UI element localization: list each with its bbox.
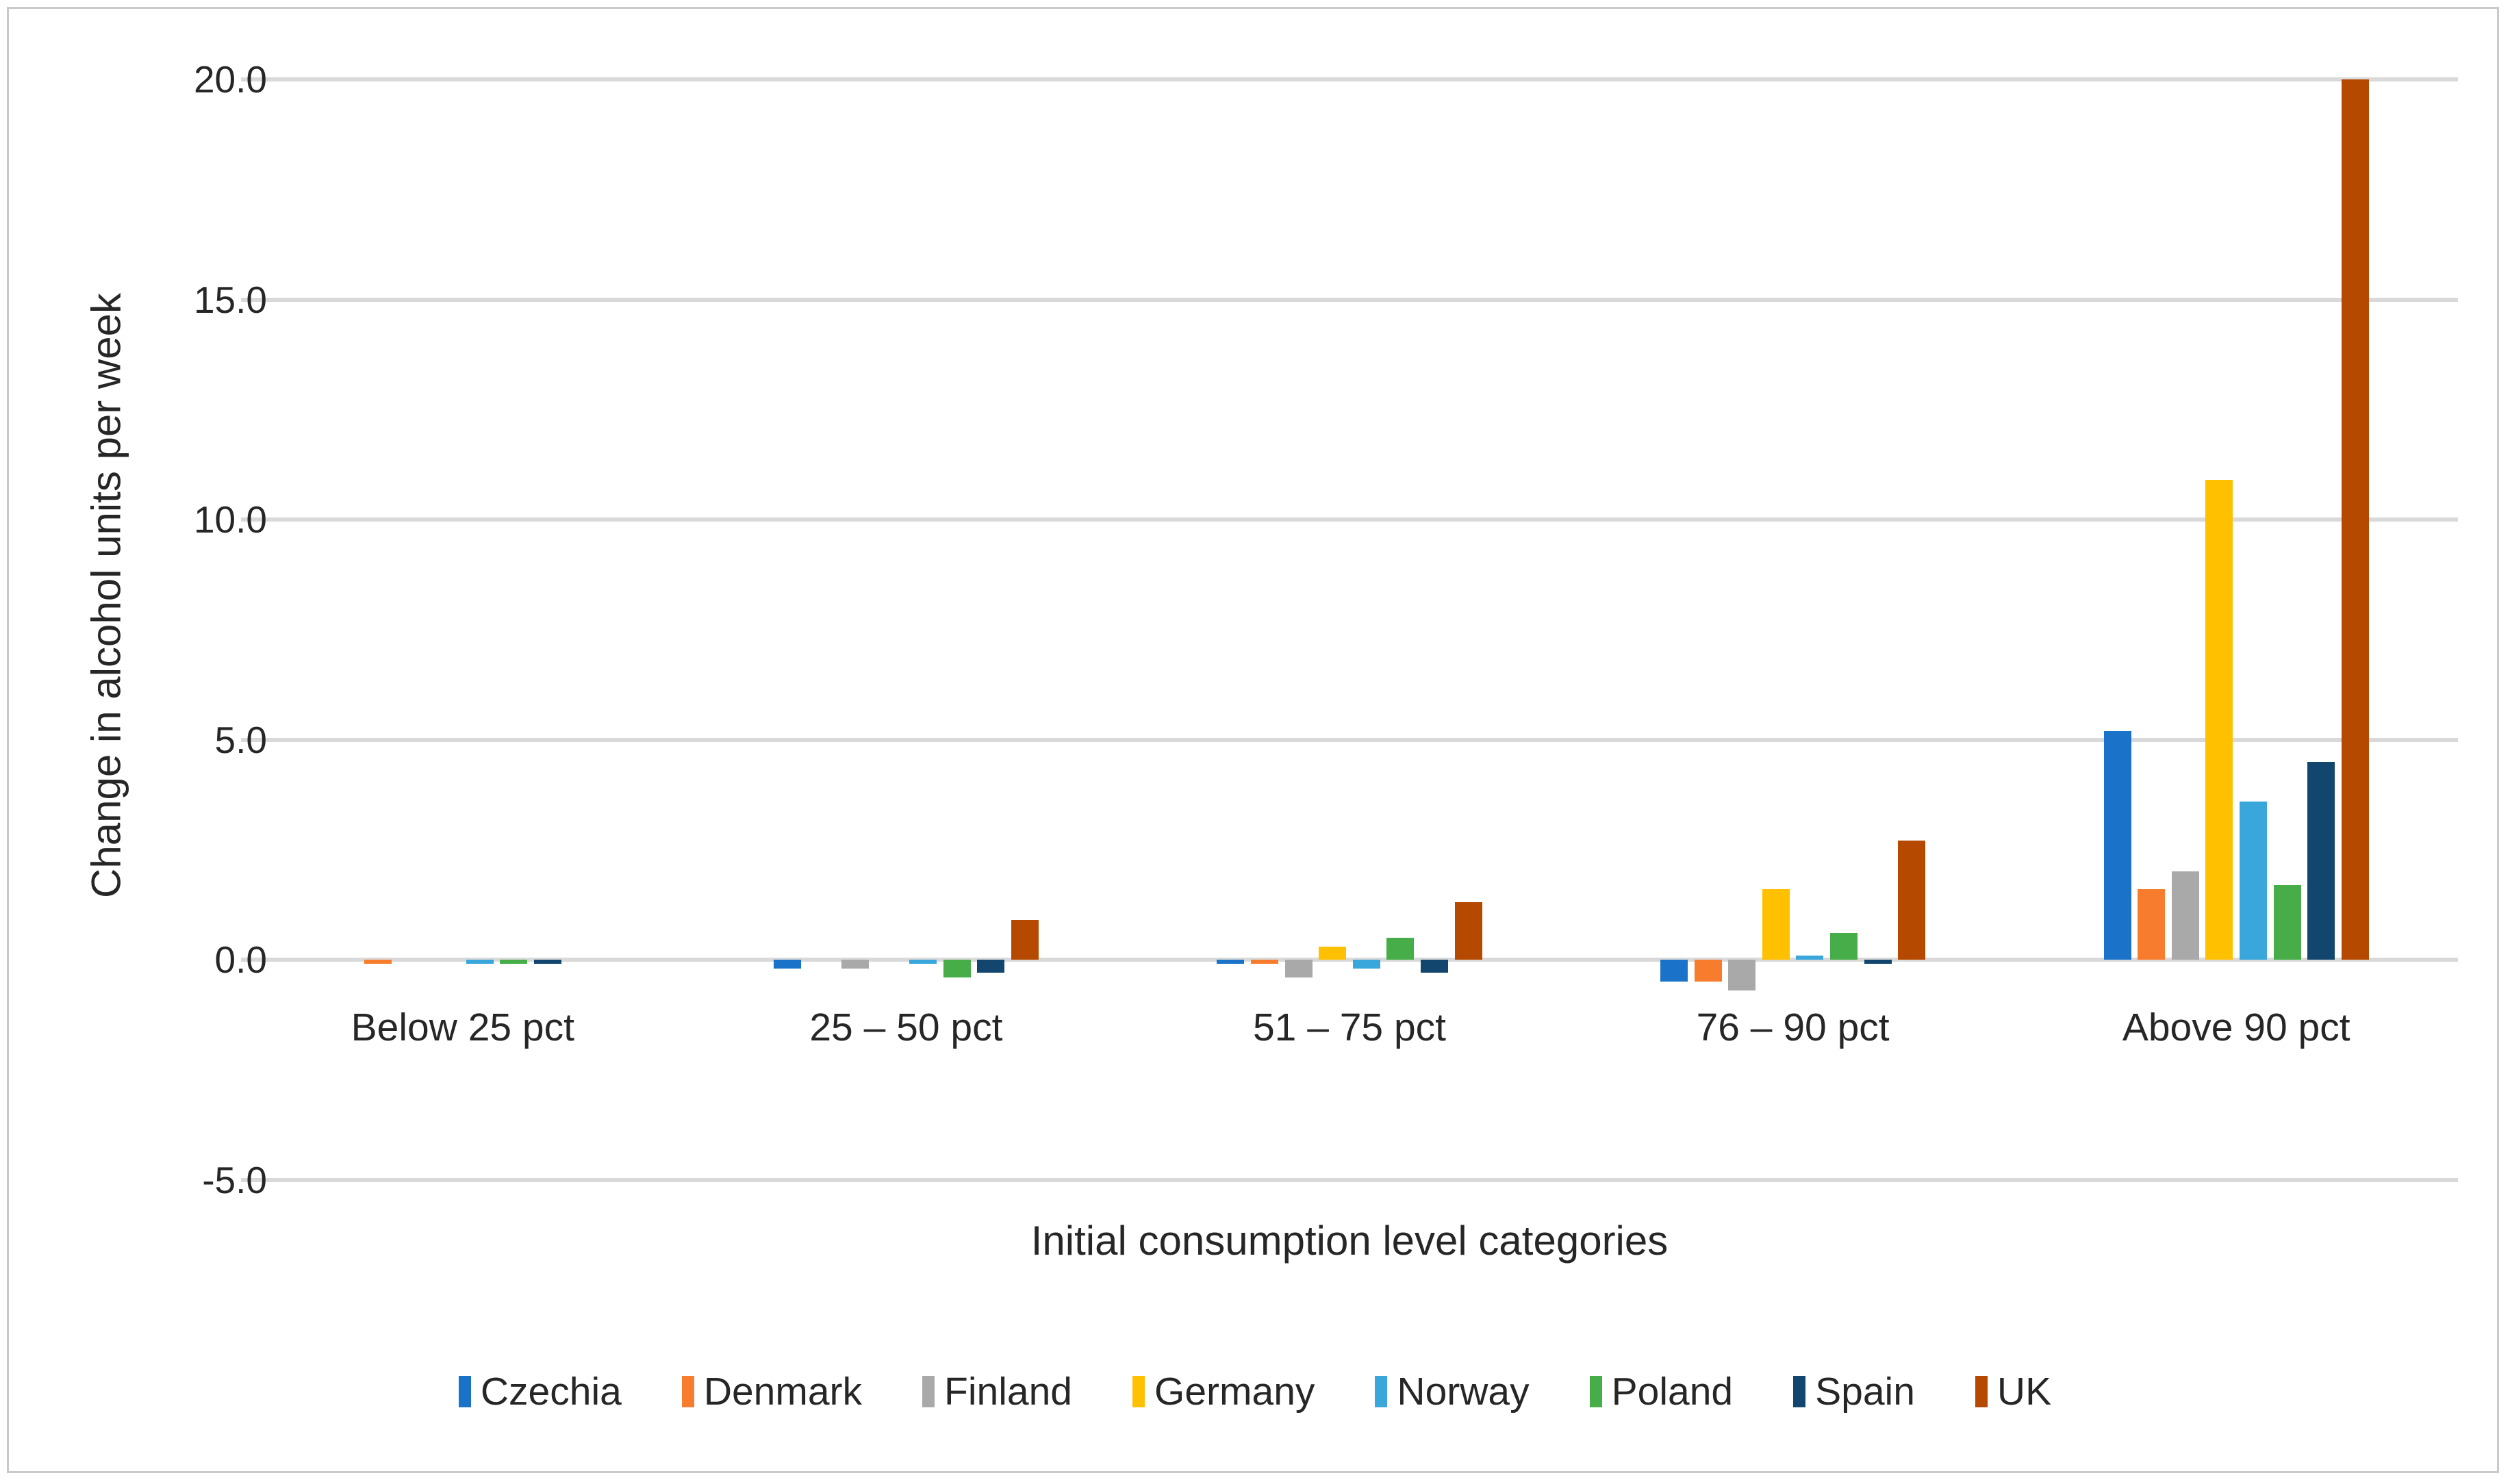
- bar-uk-2: [1454, 902, 1482, 960]
- bar-germany-3: [1762, 889, 1790, 960]
- legend-item-uk: UK: [1975, 1369, 2051, 1414]
- bar-finland-2: [1284, 960, 1313, 977]
- category-label-0: Below 25 pct: [351, 1006, 574, 1049]
- gridline-20.0: [241, 77, 2458, 81]
- bar-poland-3: [1830, 933, 1858, 960]
- category-label-3: 76 – 90 pct: [1696, 1006, 1890, 1049]
- legend-item-czechia: Czechia: [458, 1369, 622, 1414]
- bar-germany-2: [1319, 946, 1347, 960]
- legend-swatch-spain: [1793, 1376, 1806, 1407]
- bar-denmark-0: [364, 960, 392, 964]
- gridline-0.0: [241, 958, 2458, 962]
- legend-swatch-finland: [922, 1376, 935, 1407]
- legend-item-poland: Poland: [1589, 1369, 1734, 1414]
- y-axis-title: Change in alcohol units per week: [83, 293, 129, 898]
- legend-label-poland: Poland: [1611, 1370, 1734, 1413]
- y-tick-label-10.0: 10.0: [193, 498, 267, 541]
- legend-swatch-uk: [1975, 1376, 1988, 1407]
- y-tick-label-15.0: 15.0: [193, 278, 267, 321]
- bar-poland-2: [1386, 937, 1415, 960]
- legend: Czechia Denmark Finland Germany Norway Poland…: [0, 1369, 2510, 1414]
- legend-label-denmark: Denmark: [703, 1370, 863, 1413]
- bar-spain-4: [2307, 761, 2335, 960]
- bar-germany-4: [2205, 480, 2233, 960]
- bar-finland-1: [841, 960, 869, 969]
- gridline--5.0: [241, 1177, 2458, 1182]
- legend-item-norway: Norway: [1375, 1369, 1530, 1414]
- y-tick-label-5.0: 5.0: [214, 718, 267, 761]
- legend-swatch-czechia: [458, 1376, 471, 1407]
- category-label-1: 25 – 50 pct: [809, 1006, 1003, 1049]
- gridline-15.0: [241, 297, 2458, 302]
- legend-label-norway: Norway: [1397, 1370, 1530, 1413]
- legend-label-czechia: Czechia: [480, 1370, 622, 1413]
- legend-swatch-norway: [1375, 1376, 1388, 1407]
- legend-label-spain: Spain: [1815, 1370, 1915, 1413]
- bar-norway-0: [466, 960, 494, 964]
- legend-label-uk: UK: [1996, 1370, 2052, 1413]
- bar-czechia-2: [1217, 960, 1245, 964]
- bar-uk-1: [1011, 920, 1039, 960]
- legend-item-finland: Finland: [922, 1369, 1072, 1414]
- bar-poland-4: [2273, 884, 2301, 960]
- bar-spain-3: [1864, 960, 1892, 964]
- bar-finland-3: [1728, 960, 1756, 990]
- y-tick-label-20.0: 20.0: [193, 58, 267, 101]
- bar-poland-1: [943, 960, 971, 977]
- bar-uk-3: [1898, 841, 1926, 960]
- legend-swatch-poland: [1589, 1376, 1602, 1407]
- bar-czechia-4: [2103, 730, 2131, 960]
- bar-uk-4: [2341, 79, 2369, 960]
- legend-item-denmark: Denmark: [681, 1369, 863, 1414]
- legend-swatch-germany: [1132, 1376, 1145, 1407]
- bar-denmark-2: [1251, 960, 1278, 964]
- bar-norway-1: [909, 960, 937, 964]
- bar-spain-1: [977, 960, 1005, 973]
- bar-denmark-3: [1694, 960, 1722, 982]
- gridline-5.0: [241, 737, 2458, 742]
- y-tick-label--5.0: -5.0: [202, 1158, 267, 1201]
- y-tick-label-0.0: 0.0: [214, 938, 267, 981]
- bar-czechia-3: [1660, 960, 1688, 982]
- bar-norway-3: [1796, 955, 1824, 960]
- category-label-2: 51 – 75 pct: [1252, 1006, 1447, 1049]
- legend-label-finland: Finland: [944, 1370, 1072, 1413]
- bar-spain-0: [533, 960, 561, 964]
- legend-swatch-denmark: [681, 1376, 694, 1407]
- x-axis-title: Initial consumption level categories: [1030, 1218, 1669, 1264]
- bar-poland-0: [500, 960, 528, 964]
- legend-item-germany: Germany: [1132, 1369, 1315, 1414]
- bar-czechia-1: [773, 960, 801, 969]
- bar-norway-4: [2240, 801, 2267, 960]
- legend-label-germany: Germany: [1154, 1370, 1315, 1413]
- bar-finland-4: [2171, 871, 2199, 960]
- bar-norway-2: [1352, 960, 1380, 969]
- gridline-10.0: [241, 517, 2458, 522]
- bar-spain-2: [1421, 960, 1448, 973]
- category-label-4: Above 90 pct: [2122, 1006, 2350, 1049]
- bar-denmark-4: [2138, 889, 2166, 960]
- legend-item-spain: Spain: [1793, 1369, 1915, 1414]
